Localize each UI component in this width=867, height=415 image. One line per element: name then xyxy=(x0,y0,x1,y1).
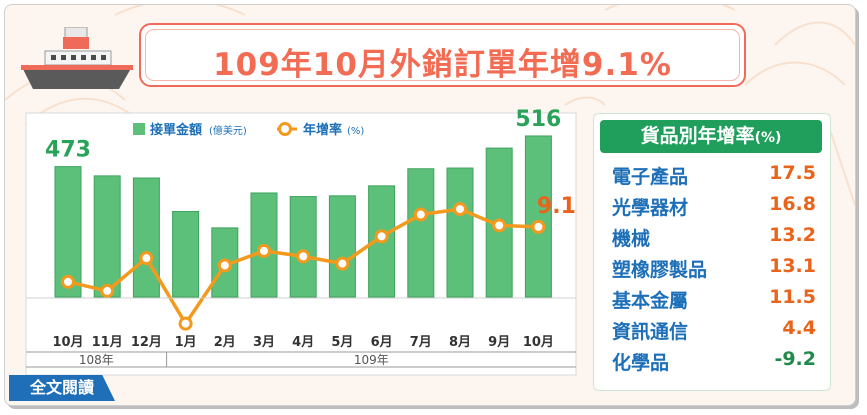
growth-rate-point xyxy=(376,231,387,242)
bar xyxy=(94,176,120,297)
category-value: 17.5 xyxy=(769,162,816,184)
table-row: 化學品 -9.2 xyxy=(594,348,830,378)
legend-line-marker xyxy=(280,124,291,135)
category-value: 11.5 xyxy=(769,286,816,308)
category-name: 化學品 xyxy=(612,348,669,375)
table-row: 光學器材 16.8 xyxy=(594,193,830,223)
x-tick-label: 2月 xyxy=(214,335,236,350)
growth-rate-point xyxy=(533,221,544,232)
x-tick-label: 10月 xyxy=(52,335,83,350)
category-name: 機械 xyxy=(612,224,650,251)
growth-rate-point xyxy=(494,220,505,231)
growth-rate-point xyxy=(219,260,230,271)
bar xyxy=(290,197,316,297)
table-row: 電子產品 17.5 xyxy=(594,162,830,192)
bar xyxy=(133,178,159,297)
category-name: 資訊通信 xyxy=(612,317,688,344)
table-row: 機械 13.2 xyxy=(594,224,830,254)
x-tick-label: 6月 xyxy=(371,335,393,350)
category-name: 光學器材 xyxy=(612,193,688,220)
x-tick-label: 1月 xyxy=(175,335,197,350)
x-tick-label: 7月 xyxy=(410,335,432,350)
category-value: 4.4 xyxy=(782,317,816,339)
growth-rate-point xyxy=(337,258,348,269)
table-header: 貨品別年增率(%) xyxy=(600,120,822,153)
category-name: 電子產品 xyxy=(612,162,688,189)
table-row: 資訊通信 4.4 xyxy=(594,317,830,347)
category-name: 塑橡膠製品 xyxy=(612,255,707,282)
category-value: -9.2 xyxy=(774,348,816,370)
x-tick-label: 5月 xyxy=(331,335,353,350)
growth-rate-point xyxy=(63,276,74,287)
year-group-label: 109年 xyxy=(354,353,389,367)
growth-rate-point xyxy=(141,253,152,264)
bar xyxy=(173,212,199,298)
bar xyxy=(447,168,473,297)
x-tick-label: 3月 xyxy=(253,335,275,350)
growth-by-category-table: 貨品別年增率(%) 電子產品 17.5 光學器材 16.8 機械 13.2 塑橡… xyxy=(593,113,831,391)
year-group-label: 108年 xyxy=(79,353,114,367)
legend-bar-label: 接單金額 xyxy=(150,122,202,138)
x-tick-label: 4月 xyxy=(292,335,314,350)
growth-rate-point xyxy=(298,251,309,262)
legend-line-label: 年增率 xyxy=(303,122,342,138)
x-tick-label: 10月 xyxy=(523,335,554,350)
data-label: 9.1 xyxy=(537,194,576,219)
growth-rate-point xyxy=(455,204,466,215)
growth-rate-point xyxy=(102,285,113,296)
category-value: 13.2 xyxy=(769,224,816,246)
read-full-article-button[interactable]: 全文閱讀 xyxy=(9,375,115,401)
table-row: 塑橡膠製品 13.1 xyxy=(594,255,830,285)
table-row: 基本金屬 11.5 xyxy=(594,286,830,316)
data-label: 516 xyxy=(515,107,561,132)
category-value: 13.1 xyxy=(769,255,816,277)
x-tick-label: 8月 xyxy=(449,335,471,350)
bar xyxy=(408,169,434,297)
data-label: 473 xyxy=(45,138,91,163)
table-header-label: 貨品別年增率 xyxy=(641,125,755,147)
infographic-frame: 109年10月外銷訂單年增9.1% 4735169.1 10月11月12月1月2… xyxy=(4,4,856,406)
category-name: 基本金屬 xyxy=(612,286,688,313)
growth-rate-point xyxy=(415,209,426,220)
growth-rate-point xyxy=(259,245,270,256)
x-tick-label: 9月 xyxy=(488,335,510,350)
x-tick-label: 12月 xyxy=(131,335,162,350)
x-tick-label: 11月 xyxy=(92,335,123,350)
legend-bar-swatch xyxy=(133,123,145,135)
table-header-unit: (%) xyxy=(755,130,782,146)
bar xyxy=(329,196,355,297)
legend-line-unit: (%) xyxy=(347,126,364,137)
category-value: 16.8 xyxy=(769,193,816,215)
growth-rate-point xyxy=(180,318,191,329)
legend-bar-unit: (億美元) xyxy=(209,124,247,137)
